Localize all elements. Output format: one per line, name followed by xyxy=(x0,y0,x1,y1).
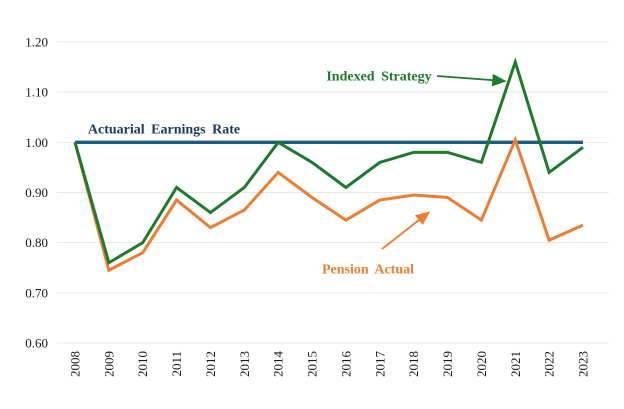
y-tick-label: 1.10 xyxy=(25,85,48,100)
gridlines xyxy=(57,41,609,344)
x-tick-label: 2022 xyxy=(542,351,557,377)
x-tick-label: 2018 xyxy=(406,351,421,377)
x-tick-label: 2015 xyxy=(305,351,320,377)
y-tick-label: 0.60 xyxy=(25,336,48,351)
series-lines xyxy=(73,57,584,273)
x-tick-label: 2010 xyxy=(135,351,150,377)
y-tick-label: 1.20 xyxy=(25,35,48,50)
x-tick-label: 2014 xyxy=(271,351,286,378)
y-tick-label: 0.90 xyxy=(25,185,48,200)
series-line-pension-actual xyxy=(73,135,584,273)
x-tick-label: 2008 xyxy=(68,351,83,377)
pension-actual-arrow xyxy=(381,211,431,250)
x-tick-label: 2012 xyxy=(203,351,218,377)
x-tick-label: 2011 xyxy=(169,351,184,377)
x-tick-label: 2020 xyxy=(474,351,489,377)
x-tick-label: 2013 xyxy=(237,351,252,377)
x-tick-label: 2023 xyxy=(576,351,591,377)
y-tick-label: 0.80 xyxy=(25,235,48,250)
y-tick-label: 1.00 xyxy=(25,135,48,150)
x-tick-label: 2019 xyxy=(440,351,455,377)
x-tick-label: 2009 xyxy=(101,351,116,377)
x-tick-label: 2021 xyxy=(508,351,523,377)
x-tick-label: 2017 xyxy=(372,351,387,378)
x-tick-label: 2016 xyxy=(338,351,353,378)
y-tick-label: 0.70 xyxy=(25,285,48,300)
series-line-indexed-strategy xyxy=(73,57,584,266)
x-axis-labels: 2008 2009 2010 2011 2012 2013 2014 2015 2016 2017… xyxy=(68,351,591,378)
annotation-actuarial-earnings-rate: Actuarial Earnings Rate xyxy=(88,123,240,138)
annotation-pension-actual: Pension Actual xyxy=(322,263,414,278)
indexed-strategy-arrow xyxy=(436,73,507,87)
y-axis-labels: 1.20 1.10 1.00 0.90 0.80 0.70 0.60 xyxy=(25,35,48,351)
annotation-indexed-strategy: Indexed Strategy xyxy=(326,70,431,85)
